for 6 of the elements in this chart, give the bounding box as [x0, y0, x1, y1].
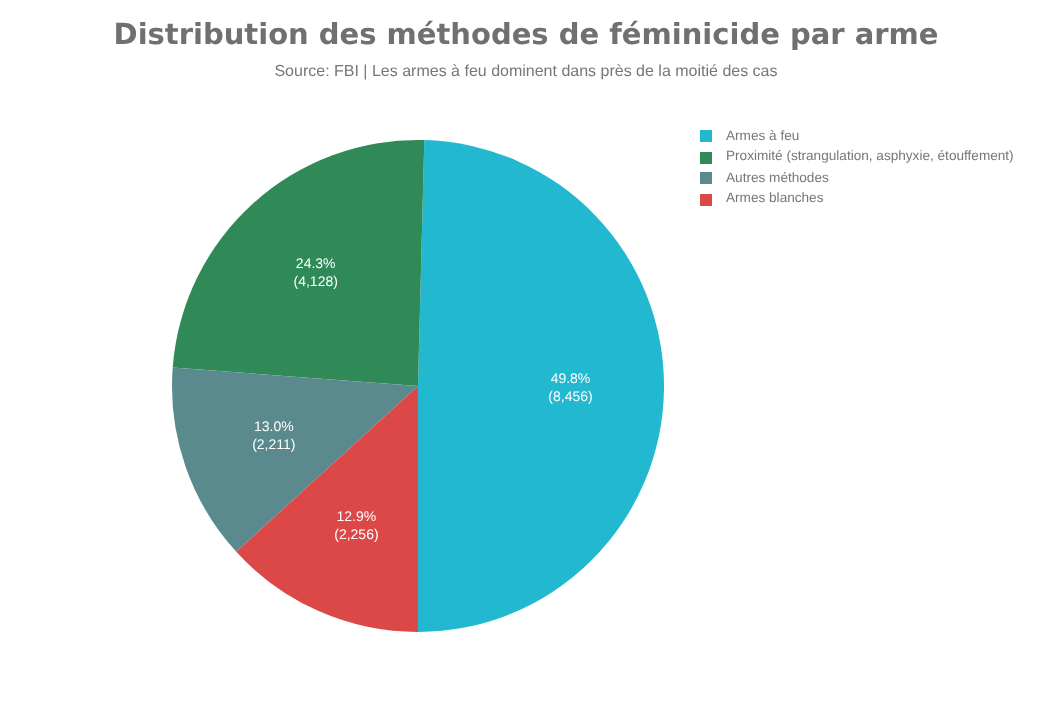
pie-slice	[172, 367, 418, 552]
pie-slice	[236, 386, 418, 632]
chart-subtitle: Source: FBI | Les armes à feu dominent dans près de la moitié des cas	[272, 62, 780, 80]
pie-slice	[418, 140, 664, 632]
chart-title: Distribution des méthodes de féminicide par arme	[111, 20, 941, 52]
pie-slice	[172, 140, 425, 386]
